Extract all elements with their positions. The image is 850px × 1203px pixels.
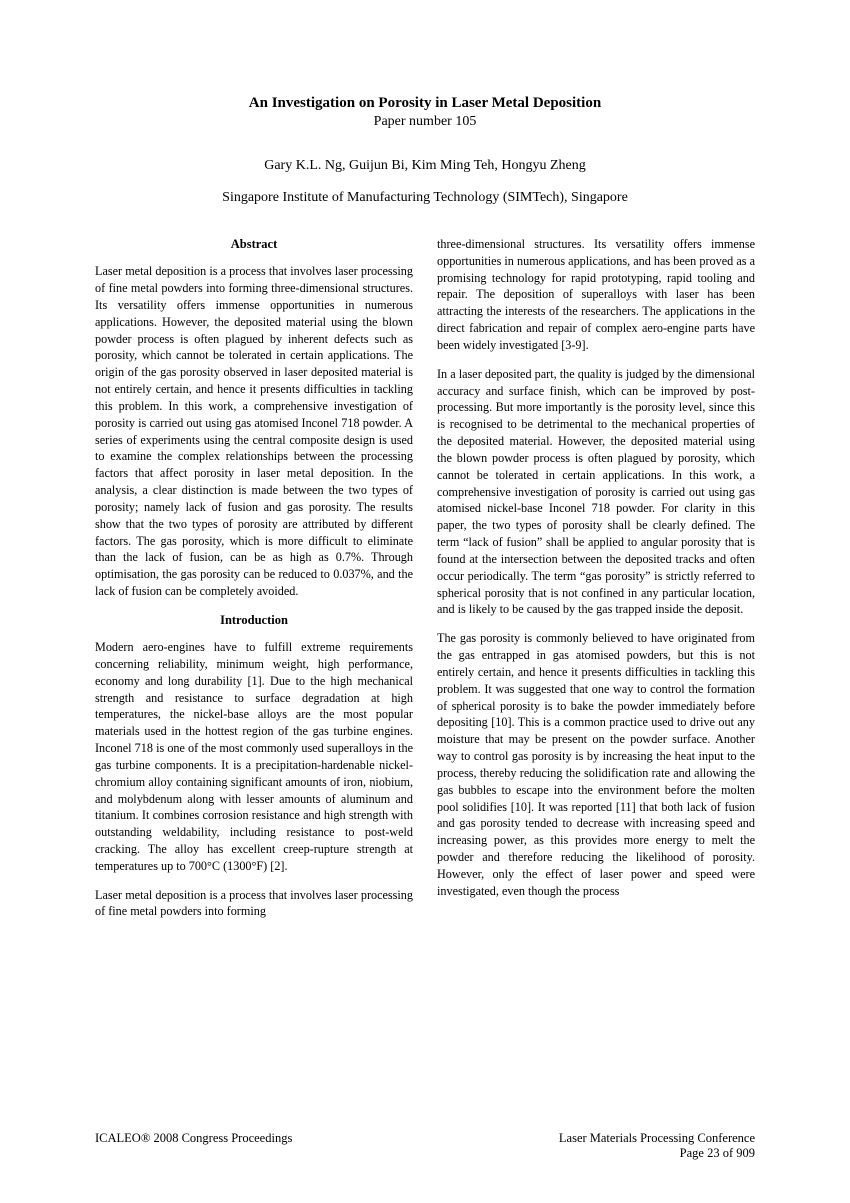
- paper-title: An Investigation on Porosity in Laser Me…: [95, 95, 755, 112]
- left-column: Abstract Laser metal deposition is a pro…: [95, 236, 413, 932]
- right-paragraph-2: In a laser deposited part, the quality i…: [437, 366, 755, 618]
- paper-header: An Investigation on Porosity in Laser Me…: [95, 95, 755, 206]
- footer-left: ICALEO® 2008 Congress Proceedings: [95, 1131, 292, 1161]
- paper-number: Paper number 105: [95, 114, 755, 130]
- right-column: three-dimensional structures. Its versat…: [437, 236, 755, 932]
- abstract-text: Laser metal deposition is a process that…: [95, 263, 413, 600]
- abstract-heading: Abstract: [95, 236, 413, 253]
- footer-conference: Laser Materials Processing Conference: [559, 1131, 755, 1146]
- footer-page-number: Page 23 of 909: [559, 1146, 755, 1161]
- introduction-heading: Introduction: [95, 612, 413, 629]
- right-paragraph-3: The gas porosity is commonly believed to…: [437, 630, 755, 899]
- intro-paragraph-2: Laser metal deposition is a process that…: [95, 887, 413, 921]
- page-footer: ICALEO® 2008 Congress Proceedings Laser …: [95, 1131, 755, 1161]
- right-paragraph-1: three-dimensional structures. Its versat…: [437, 236, 755, 354]
- footer-right: Laser Materials Processing Conference Pa…: [559, 1131, 755, 1161]
- body-columns: Abstract Laser metal deposition is a pro…: [95, 236, 755, 932]
- intro-paragraph-1: Modern aero-engines have to fulfill extr…: [95, 639, 413, 875]
- affiliation: Singapore Institute of Manufacturing Tec…: [95, 190, 755, 206]
- authors: Gary K.L. Ng, Guijun Bi, Kim Ming Teh, H…: [95, 158, 755, 174]
